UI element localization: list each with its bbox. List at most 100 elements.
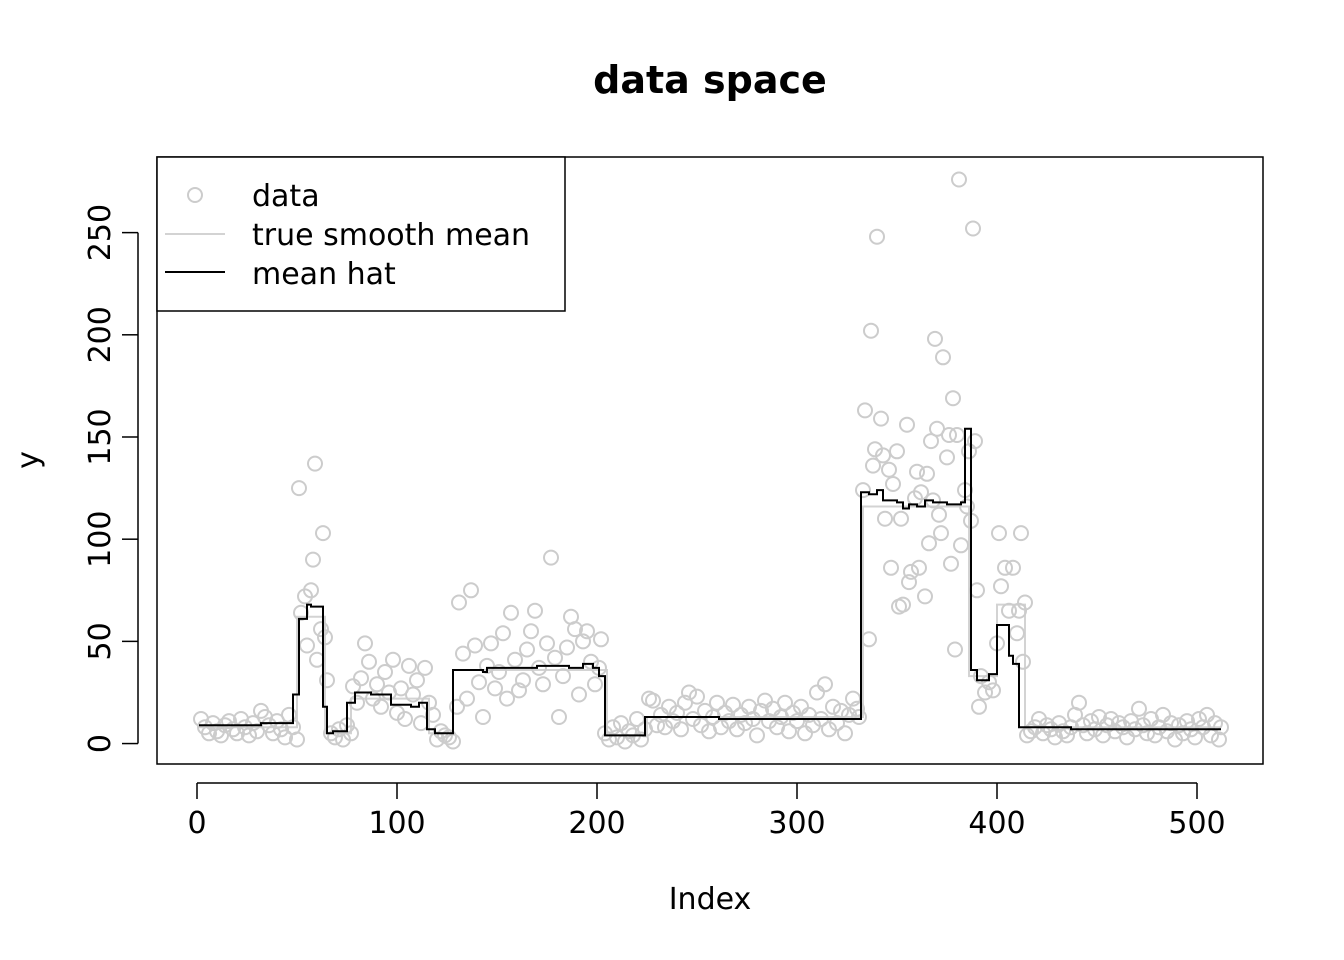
data-point	[997, 559, 1013, 576]
data-point	[665, 713, 681, 730]
chart-title: data space	[593, 58, 827, 102]
data-point	[487, 680, 503, 697]
data-point	[939, 449, 955, 466]
data-point	[495, 625, 511, 642]
data-point	[1059, 727, 1075, 744]
data-point	[877, 510, 893, 527]
data-point	[225, 721, 241, 738]
data-point	[587, 676, 603, 693]
data-point	[345, 678, 361, 695]
data-point	[885, 476, 901, 492]
data-point	[945, 390, 961, 407]
data-point	[491, 664, 507, 680]
data-point	[681, 684, 697, 701]
data-point	[633, 731, 649, 748]
data-point	[797, 725, 813, 742]
x-tick-label: 0	[187, 806, 206, 841]
data-point	[289, 731, 305, 748]
x-tick-label: 400	[968, 806, 1025, 841]
data-point	[943, 555, 959, 572]
data-point	[1155, 706, 1171, 723]
plot-frame	[156, 156, 1264, 765]
data-point	[527, 602, 543, 619]
data-point	[873, 410, 889, 427]
data-point	[1083, 713, 1099, 730]
data-points-layer	[193, 171, 1229, 750]
data-point	[1119, 729, 1135, 746]
data-point	[277, 729, 293, 746]
data-point	[519, 641, 535, 658]
data-point	[893, 510, 909, 527]
mean-hat-layer	[199, 427, 1221, 737]
data-point	[593, 631, 609, 648]
data-point	[361, 653, 377, 670]
data-point	[793, 698, 809, 715]
data-point	[1055, 723, 1071, 740]
data-point	[917, 588, 933, 605]
data-point	[993, 578, 1009, 595]
data-point	[303, 582, 319, 599]
data-point	[441, 729, 457, 746]
data-point	[357, 635, 373, 652]
data-point	[455, 645, 471, 662]
data-point	[709, 694, 725, 711]
data-point	[889, 443, 905, 460]
data-point	[463, 582, 479, 599]
data-point	[405, 686, 421, 703]
legend: data true smooth mean mean hat	[156, 156, 566, 312]
data-point	[551, 709, 567, 725]
data-point	[571, 686, 587, 703]
data-point	[737, 715, 753, 732]
data-point	[935, 349, 951, 366]
data-point	[669, 704, 685, 721]
data-point	[927, 330, 943, 347]
data-point	[817, 676, 833, 693]
data-point	[857, 402, 873, 419]
data-point	[883, 559, 899, 576]
data-point	[1131, 700, 1147, 717]
data-point	[1039, 717, 1055, 734]
data-point	[903, 563, 919, 580]
data-point	[901, 574, 917, 591]
data-point	[613, 715, 629, 732]
x-axis-label: Index	[669, 882, 752, 917]
x-tick-label: 200	[568, 806, 625, 841]
data-point	[933, 525, 949, 542]
data-point	[725, 696, 741, 713]
data-point	[567, 621, 583, 638]
data-point	[523, 623, 539, 640]
data-point	[307, 455, 323, 472]
data-point	[1213, 719, 1229, 736]
data-point	[689, 688, 705, 705]
data-point	[579, 623, 595, 640]
data-point	[205, 715, 221, 732]
data-point	[749, 727, 765, 744]
data-point	[977, 684, 993, 701]
data-point	[1179, 713, 1195, 730]
data-point	[543, 549, 559, 566]
data-point	[863, 322, 879, 339]
data-point	[1091, 709, 1107, 725]
data-point	[951, 171, 967, 188]
data-point	[911, 559, 927, 576]
data-point	[401, 657, 417, 674]
y-tick-label: 150	[83, 408, 118, 465]
data-point	[1001, 602, 1017, 619]
y-tick-label: 50	[83, 622, 118, 660]
data-point	[947, 641, 963, 658]
data-point	[317, 629, 333, 646]
y-axis-label: y	[11, 451, 46, 469]
data-point	[849, 700, 865, 717]
data-point	[299, 637, 315, 654]
data-point	[315, 525, 331, 542]
data-point	[547, 649, 563, 666]
data-point	[837, 725, 853, 742]
data-point	[861, 631, 877, 648]
data-point	[869, 228, 885, 245]
y-axis: 0 50 100 150 200 250	[83, 204, 139, 753]
data-point	[445, 733, 461, 750]
data-point	[909, 463, 925, 480]
data-point	[459, 690, 475, 707]
data-point	[1187, 729, 1203, 746]
